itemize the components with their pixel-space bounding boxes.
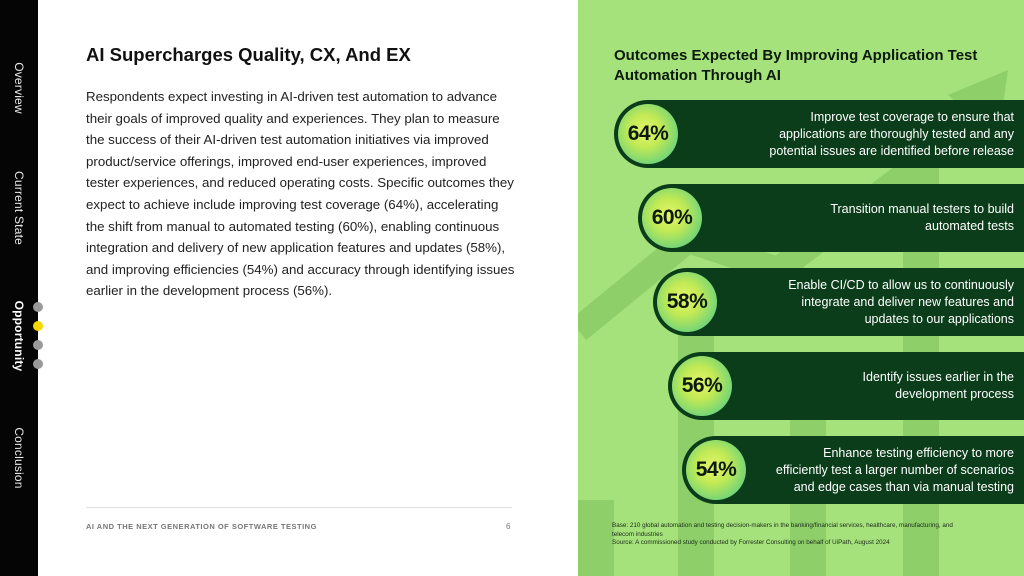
percent-badge: 64% (618, 104, 678, 164)
source-citation: Source: A commissioned study conducted b… (612, 539, 890, 546)
percent-value: 56% (681, 374, 723, 397)
outcome-label-line: Enhance testing efficiency to more (823, 446, 1014, 460)
section-nav: Overview Current State Opportunity Concl… (0, 0, 38, 576)
outcome-label-line: and edge cases than via manual testing (793, 480, 1014, 494)
body-paragraph: Respondents expect investing in AI-drive… (86, 89, 515, 299)
percent-badge: 54% (686, 440, 746, 500)
outcome-bar-60: 60% Transition manual testers to build aut… (638, 184, 1024, 252)
outcome-label: Identify issues earlier in the developmen… (863, 369, 1014, 403)
outcome-label-line: Enable CI/CD to allow us to continuously (788, 278, 1014, 292)
source-note: Base: 210 global automation and testing … (612, 522, 972, 548)
outcome-label-line: Improve test coverage to ensure that (810, 110, 1014, 124)
outcome-bar-56: 56% Identify issues earlier in the develop… (668, 352, 1024, 420)
nav-item-conclusion[interactable]: Conclusion (12, 427, 26, 489)
outcome-bar-58: 58% Enable CI/CD to allow us to continuou… (653, 268, 1024, 336)
outcome-label-line: development process (895, 387, 1014, 401)
nav-item-opportunity[interactable]: Opportunity (12, 300, 26, 372)
outcome-bar-64: 64% Improve test coverage to ensure that a… (614, 100, 1024, 168)
source-base: Base: 210 global automation and testing … (612, 522, 953, 538)
footer-report-title: AI AND THE NEXT GENERATION OF SOFTWARE T… (86, 522, 317, 531)
progress-dot-3[interactable] (33, 340, 43, 350)
outcomes-panel: Outcomes Expected By Improving Applicati… (578, 0, 1024, 576)
nav-item-overview[interactable]: Overview (12, 62, 26, 114)
percent-badge: 56% (672, 356, 732, 416)
percent-value: 64% (627, 122, 669, 145)
outcome-label-line: automated tests (925, 219, 1014, 233)
percent-value: 58% (666, 290, 708, 313)
outcome-label-line: Identify issues earlier in the (862, 370, 1014, 384)
outcome-bar-54: 54% Enhance testing efficiency to more eff… (682, 436, 1024, 504)
outcome-label: Enable CI/CD to allow us to continuously… (788, 277, 1014, 328)
outcome-label-line: updates to our applications (864, 312, 1014, 326)
outcome-label-line: Transition manual testers to build (830, 202, 1014, 216)
outcome-label: Enhance testing efficiency to more effici… (776, 445, 1014, 496)
progress-dot-4[interactable] (33, 359, 43, 369)
outcome-label: Improve test coverage to ensure that appl… (769, 109, 1014, 160)
nav-item-current-state[interactable]: Current State (12, 171, 26, 245)
outcome-label-line: integrate and deliver new features and (801, 295, 1014, 309)
progress-dot-2-active[interactable] (33, 321, 43, 331)
footer-divider (86, 507, 512, 508)
progress-dot-1[interactable] (33, 302, 43, 312)
outcome-label-line: potential issues are identified before r… (769, 144, 1014, 158)
percent-badge: 58% (657, 272, 717, 332)
percent-value: 60% (651, 206, 693, 229)
outcome-label: Transition manual testers to build automa… (830, 201, 1014, 235)
outcome-label-line: applications are thoroughly tested and a… (779, 127, 1014, 141)
page-title: AI Supercharges Quality, CX, And EX (86, 44, 411, 65)
outcome-label-line: efficiently test a larger number of scen… (775, 463, 1014, 477)
percent-badge: 60% (642, 188, 702, 248)
percent-value: 54% (695, 458, 737, 481)
page-number: 6 (506, 522, 511, 531)
bg-column-1 (578, 500, 614, 576)
panel-title: Outcomes Expected By Improving Applicati… (614, 47, 978, 84)
